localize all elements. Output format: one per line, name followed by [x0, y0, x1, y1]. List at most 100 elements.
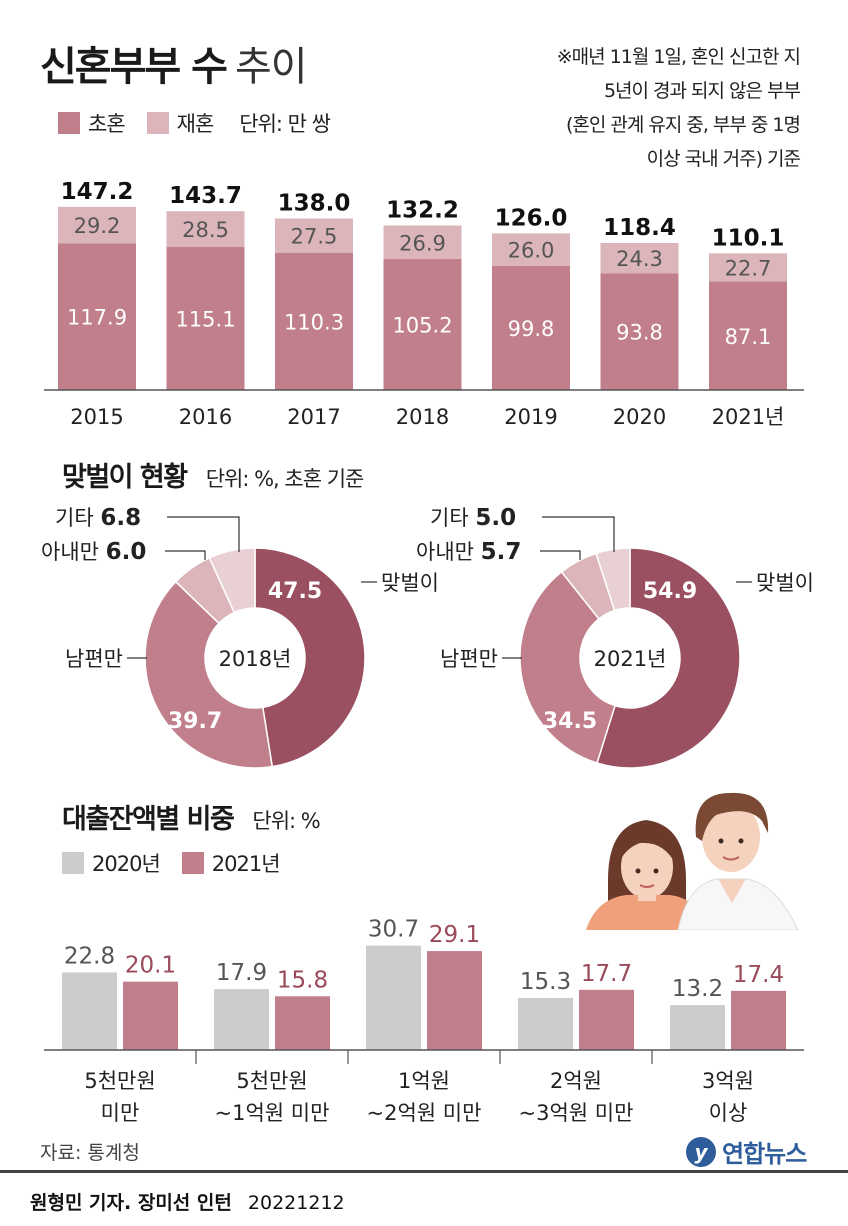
label-total: 138.0 — [278, 190, 351, 216]
donut-hole — [581, 609, 679, 707]
bar-2020 — [214, 989, 269, 1050]
bar-remarriage — [492, 233, 570, 266]
donut-value-label: 54.9 — [643, 579, 697, 604]
label-first-marriage: 93.8 — [616, 321, 663, 345]
label-remarriage: 26.0 — [508, 239, 555, 263]
section-unit-dual-income: 단위: %, 초혼 기준 — [205, 467, 365, 491]
x-tick-label: 5천만원 — [236, 1069, 307, 1093]
bar-2021 — [427, 951, 482, 1050]
label-remarriage: 27.5 — [291, 225, 338, 249]
donut-slice-label: 남편만 — [65, 647, 123, 671]
label-2020: 22.8 — [64, 943, 115, 969]
label-total: 143.7 — [169, 183, 242, 209]
x-tick-label: 1억원 — [398, 1069, 450, 1093]
label-2021: 15.8 — [277, 967, 328, 993]
x-tick-label: 2021년 — [712, 405, 785, 429]
bar-2020 — [62, 972, 117, 1050]
x-tick-label: 2020 — [613, 405, 666, 429]
x-tick-label: 5천만원 — [84, 1069, 155, 1093]
legend-swatch-2021 — [181, 852, 204, 874]
legend-label-2020: 2020년 — [92, 852, 161, 876]
label-remarriage: 22.7 — [725, 256, 772, 280]
bar-2021 — [579, 989, 634, 1050]
legend-label-remarriage: 재혼 — [176, 112, 215, 136]
label-first-marriage: 87.1 — [725, 325, 772, 349]
legend-swatch-remarriage — [146, 112, 169, 134]
x-tick-label: ~1억원 미만 — [215, 1101, 330, 1125]
leader-line — [167, 516, 240, 552]
yonhap-logo-icon: y — [686, 1136, 716, 1167]
newlywed-stacked-bar-chart: 117.9 29.2 147.2 2015 115.1 28.5 143.7 2016 110.… — [44, 179, 804, 429]
dual-income-header: 맞벌이 현황 단위: %, 초혼 기준 — [62, 455, 365, 494]
label-first-marriage: 110.3 — [284, 310, 344, 334]
label-first-marriage: 115.1 — [175, 307, 235, 331]
donut-slice — [519, 570, 616, 764]
label-2020: 13.2 — [672, 976, 723, 1002]
leader-line — [165, 550, 206, 560]
credit-names: 원형민 기자. 장미선 인턴 — [30, 1192, 232, 1214]
x-tick-label: 2017 — [287, 405, 340, 429]
donut-value-wife: 6.0 — [106, 539, 147, 565]
x-tick-label: 이상 — [709, 1101, 748, 1125]
bar-2021 — [123, 981, 178, 1050]
label-total: 118.4 — [603, 215, 676, 241]
donut-slice — [596, 547, 741, 769]
donut-slice-label-other: 기타 5.0 — [430, 505, 516, 531]
page-subtitle: 추이 — [235, 44, 308, 90]
legend-label-2021: 2021년 — [211, 852, 281, 876]
x-tick-label: 2015 — [70, 405, 123, 429]
x-tick-label: ~3억원 미만 — [519, 1101, 634, 1125]
loan-header: 대출잔액별 비중 단위: % — [62, 797, 321, 836]
label-remarriage: 29.2 — [74, 214, 121, 238]
label-first-marriage: 117.9 — [67, 306, 127, 330]
donut-slice-label: 남편만 — [440, 647, 498, 671]
label-2021: 29.1 — [429, 922, 480, 948]
x-tick-label: 미만 — [101, 1101, 140, 1125]
label-total: 126.0 — [495, 205, 568, 231]
donut-value-label: 34.5 — [543, 709, 597, 734]
donut-center-label: 2021년 — [594, 647, 667, 671]
donut-slice — [144, 580, 274, 769]
label-remarriage: 28.5 — [182, 218, 229, 242]
credit-date: 20221212 — [247, 1192, 345, 1214]
leader-line — [542, 516, 615, 552]
footer-divider — [0, 1170, 848, 1173]
donut-slice — [208, 547, 256, 614]
donut-hole — [206, 609, 304, 707]
bar-first-marriage — [709, 281, 787, 390]
bar-remarriage — [600, 242, 679, 274]
source-note: 자료: 통계청 — [40, 1142, 140, 1164]
x-tick-label: 2018 — [396, 405, 449, 429]
bar-2021 — [275, 996, 330, 1050]
bar-first-marriage — [166, 246, 245, 390]
label-2020: 17.9 — [216, 960, 267, 986]
donut-center-label: 2018년 — [219, 647, 292, 671]
credit-line: 원형민 기자. 장미선 인턴 20221212 — [30, 1188, 345, 1215]
criteria-note-line: ※매년 11월 1일, 혼인 신고한 지 — [556, 46, 801, 68]
criteria-note-line: (혼인 관계 유지 중, 부부 중 1명 — [565, 114, 801, 136]
bar-first-marriage — [275, 252, 353, 390]
legend-loan: 2020년 2021년 — [62, 848, 281, 878]
x-tick-label: ~2억원 미만 — [367, 1101, 482, 1125]
label-2020: 15.3 — [520, 969, 571, 995]
x-tick-label: 2억원 — [550, 1069, 602, 1093]
donut-value-wife: 5.7 — [481, 539, 522, 565]
yonhap-logo-text: 연합뉴스 — [722, 1140, 807, 1168]
criteria-note-line: 5년이 경과 되지 않은 부부 — [603, 80, 801, 102]
donut-value-label: 39.7 — [168, 709, 222, 734]
label-total: 147.2 — [61, 179, 134, 205]
x-tick-label: 2016 — [179, 405, 232, 429]
bar-remarriage — [275, 218, 353, 253]
donut-value-other: 5.0 — [475, 505, 516, 531]
bar-remarriage — [709, 253, 787, 282]
criteria-note-line: 이상 국내 거주) 기준 — [646, 148, 801, 170]
couple-illustration — [586, 792, 799, 930]
donut-slice-label-wife: 아내만 5.7 — [416, 539, 521, 565]
section-title-loan: 대출잔액별 비중 — [62, 804, 235, 835]
yonhap-logo: y 연합뉴스 — [686, 1134, 807, 1169]
bar-first-marriage — [492, 265, 570, 390]
page-title: 신혼부부 수 — [40, 44, 228, 90]
donut-value-label: 47.5 — [268, 579, 322, 604]
